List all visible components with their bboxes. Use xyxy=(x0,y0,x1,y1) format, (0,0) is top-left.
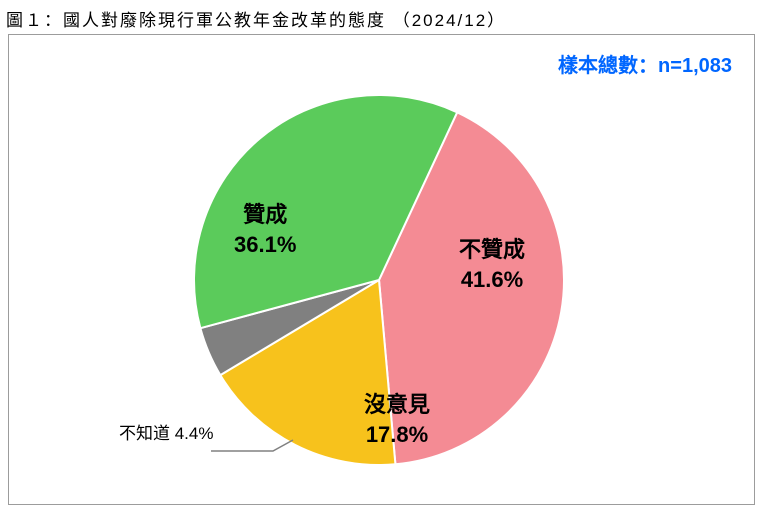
slice-name: 不贊成 xyxy=(459,235,525,265)
chart-title: 圖１：國人對廢除現行軍公教年金改革的態度 （2024/12） xyxy=(6,6,506,31)
slice-value: 41.6% xyxy=(459,265,525,295)
leader-line xyxy=(211,440,293,451)
slice-label-disagree: 不贊成 41.6% xyxy=(459,235,525,294)
slice-value: 36.1% xyxy=(234,230,296,260)
slice-label-dontknow: 不知道 4.4% xyxy=(119,419,213,444)
slice-label-agree: 贊成 36.1% xyxy=(234,200,296,259)
chart-frame: 樣本總數：n=1,083 不贊成 41.6% 沒意見 17.8% 贊成 36.1… xyxy=(8,34,755,505)
slice-value: 17.8% xyxy=(364,420,430,450)
slice-name: 沒意見 xyxy=(364,390,430,420)
slice-name: 贊成 xyxy=(234,200,296,230)
slice-label-noopinion: 沒意見 17.8% xyxy=(364,390,430,449)
